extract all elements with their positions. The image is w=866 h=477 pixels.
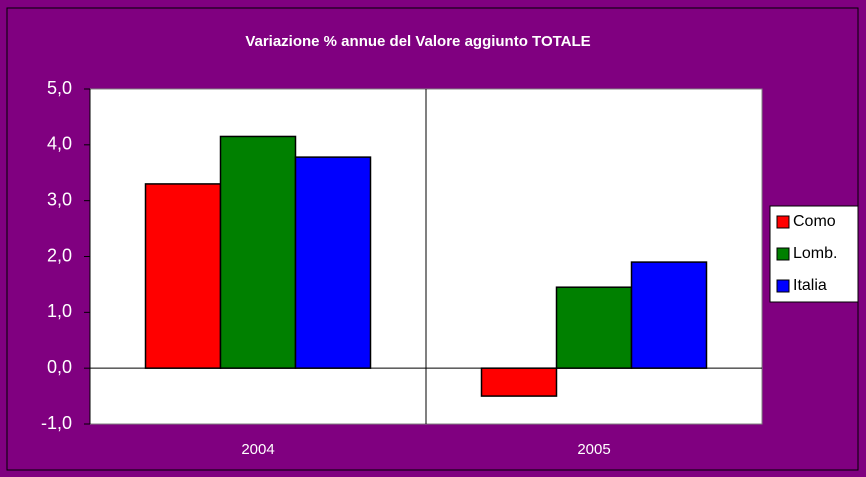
y-tick-label: 0,0 (47, 357, 72, 377)
legend-swatch (776, 215, 790, 229)
bar (555, 286, 633, 369)
y-tick-label: 2,0 (47, 245, 72, 265)
legend-swatch (776, 247, 790, 261)
x-tick-label: 2004 (241, 441, 274, 458)
chart-title: Variazione % annue del Valore aggiunto T… (245, 33, 590, 50)
x-tick-label: 2005 (577, 441, 610, 458)
y-tick-label: -1,0 (41, 413, 72, 433)
y-tick-label: 1,0 (47, 301, 72, 321)
y-tick-label: 3,0 (47, 189, 72, 209)
y-tick-label: 4,0 (47, 134, 72, 154)
bar (219, 135, 297, 369)
bar (294, 156, 372, 369)
legend-label: Como (793, 213, 836, 230)
bar (144, 183, 222, 369)
legend-label: Italia (793, 277, 827, 294)
y-tick-label: 5,0 (47, 78, 72, 98)
legend-swatch (776, 279, 790, 293)
bar (480, 367, 558, 397)
bar (630, 261, 708, 369)
legend-label: Lomb. (793, 245, 837, 262)
